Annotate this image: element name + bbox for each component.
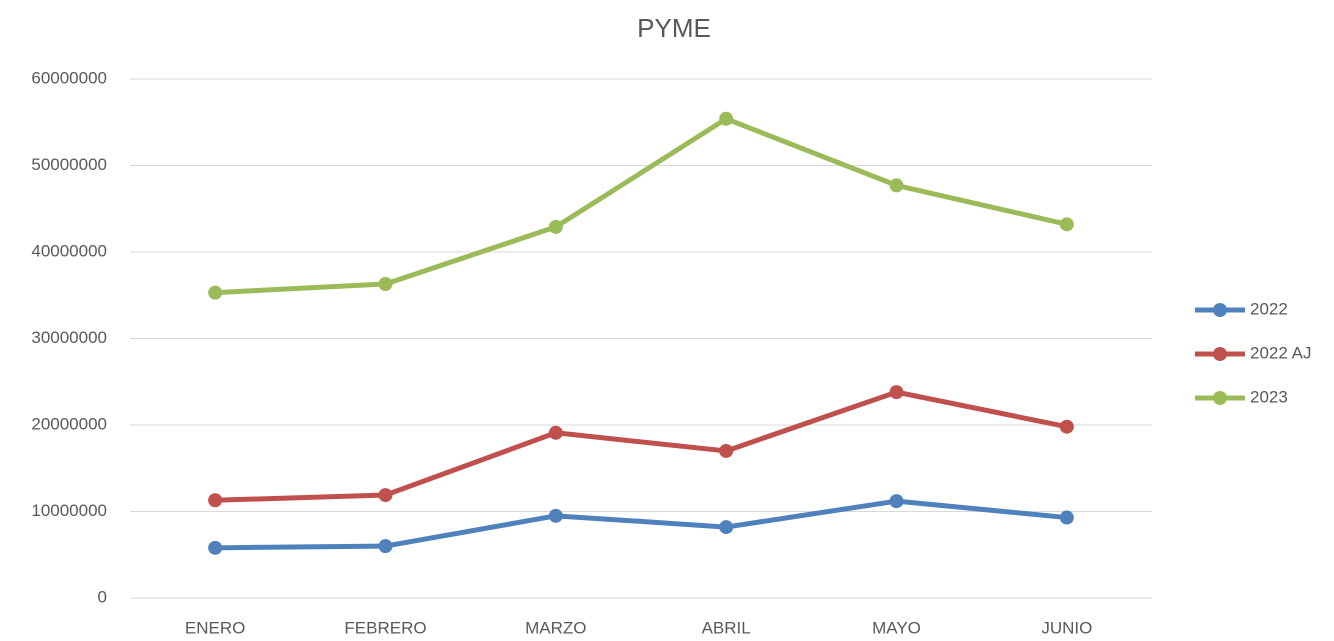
data-point <box>208 540 223 555</box>
y-tick-label: 20000000 <box>31 414 107 433</box>
legend-marker <box>1213 391 1227 405</box>
x-tick-label: MAYO <box>872 618 921 637</box>
series-line <box>215 116 1068 296</box>
x-tick-label: JUNIO <box>1041 618 1092 637</box>
data-point <box>378 277 393 292</box>
y-tick-label: 50000000 <box>31 155 107 174</box>
data-point <box>548 425 563 440</box>
data-point <box>889 178 904 193</box>
data-point <box>548 508 563 523</box>
legend-label: 2022 <box>1250 299 1288 318</box>
data-point <box>1059 419 1074 434</box>
chart-title: PYME <box>637 13 711 43</box>
y-tick-label: 40000000 <box>31 241 107 260</box>
data-point <box>1059 510 1074 525</box>
data-point <box>719 111 734 126</box>
data-point <box>889 385 904 400</box>
data-point <box>719 443 734 458</box>
y-tick-label: 30000000 <box>31 328 107 347</box>
data-point <box>889 494 904 509</box>
series-line <box>215 389 1068 503</box>
data-point <box>1059 217 1074 232</box>
y-tick-label: 0 <box>98 587 107 606</box>
series-line <box>215 498 1068 551</box>
y-tick-label: 60000000 <box>31 68 107 87</box>
legend-marker <box>1213 347 1227 361</box>
legend-label: 2023 <box>1250 387 1288 406</box>
legend-label: 2022 AJ <box>1250 343 1311 362</box>
x-tick-label: ABRIL <box>702 618 751 637</box>
data-point <box>548 219 563 234</box>
data-point <box>208 493 223 508</box>
data-point <box>378 488 393 503</box>
legend-marker <box>1213 303 1227 317</box>
data-point <box>719 520 734 535</box>
y-tick-label: 10000000 <box>31 501 107 520</box>
data-point <box>208 285 223 300</box>
data-point <box>378 539 393 554</box>
x-tick-label: FEBRERO <box>344 618 426 637</box>
x-tick-label: MARZO <box>525 618 586 637</box>
x-tick-label: ENERO <box>185 618 245 637</box>
